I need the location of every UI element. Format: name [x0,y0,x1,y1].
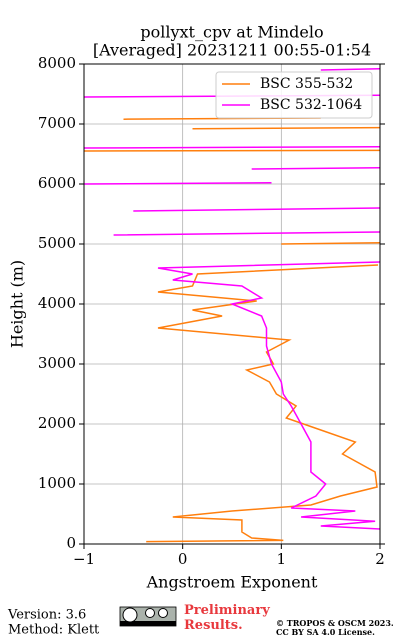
plot-lines [84,68,380,543]
cc-badge [119,606,177,627]
version: Version: 3.6 [7,608,86,623]
x-tick-label: 1 [277,550,287,568]
legend: BSC 355-532 BSC 532-1064 [215,71,373,119]
y-tick-label: 4000 [38,294,76,312]
legend-label: BSC 355-532 [260,76,353,92]
y-tick-label: 0 [66,534,76,552]
legend-box [215,71,373,119]
x-tick-label: −1 [73,550,95,568]
copyright: © TROPOS & OSCM 2023. [276,618,394,628]
chart-title: pollyxt_cpv at Mindelo [140,23,323,42]
legend-label: BSC 532-1064 [260,97,362,113]
data-line [84,117,380,543]
y-tick-label: 1000 [38,474,76,492]
preliminary-note: Preliminary Results. [184,603,270,633]
y-tick-label: 3000 [38,354,76,372]
y-tick-label: 8000 [38,54,76,72]
x-axis-label: Angstroem Exponent [146,573,318,592]
y-tick-label: 5000 [38,234,76,252]
x-tick-label: 2 [375,550,385,568]
y-axis-label: Height (m) [8,260,27,348]
y-tick-label: 6000 [38,174,76,192]
method: Method: Klett [8,623,100,638]
chart-subtitle: [Averaged] 20231211 00:55-01:54 [93,41,371,60]
x-tick-label: 0 [178,550,188,568]
y-tick-label: 2000 [38,414,76,432]
license: CC BY SA 4.0 License. [276,627,375,637]
y-tick-label: 7000 [38,114,76,132]
